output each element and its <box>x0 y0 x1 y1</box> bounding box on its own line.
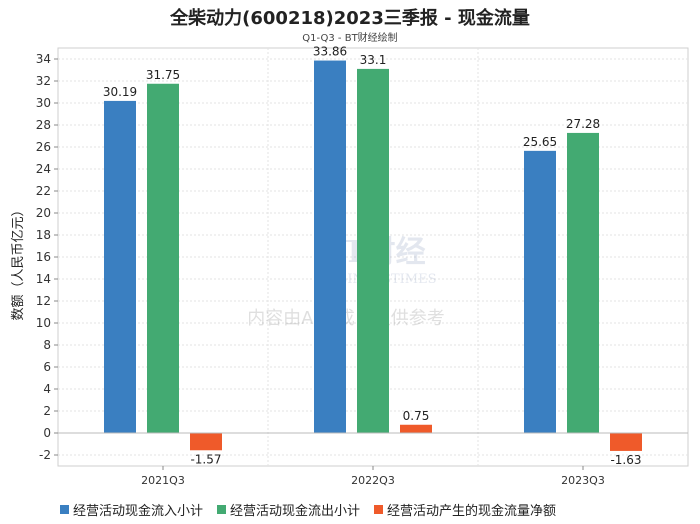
legend-label: 经营活动产生的现金流量净额 <box>387 504 557 519</box>
y-tick-label: 34 <box>36 52 51 66</box>
bar <box>104 100 136 433</box>
bar <box>610 433 642 451</box>
data-label: 33.1 <box>360 53 387 67</box>
chart-title: 全柴动力(600218)2023三季报 - 现金流量 <box>170 8 530 29</box>
x-tick-label: 2022Q3 <box>351 474 395 487</box>
bar <box>314 60 346 433</box>
legend-label: 经营活动现金流出小计 <box>230 504 361 519</box>
data-label: 30.19 <box>103 85 137 99</box>
data-label: -1.57 <box>190 452 221 466</box>
data-label: 25.65 <box>523 135 557 149</box>
legend-swatch <box>374 505 384 514</box>
y-tick-label: 18 <box>36 228 51 242</box>
y-tick-label: 2 <box>43 404 51 418</box>
y-tick-label: 26 <box>36 140 51 154</box>
bar <box>524 150 556 433</box>
chart-subtitle: Q1-Q3 - BT财经绘制 <box>302 33 398 44</box>
y-tick-label: 30 <box>36 96 51 110</box>
legend-item: 经营活动现金流入小计 <box>60 500 203 519</box>
y-tick-label: 24 <box>36 162 51 176</box>
data-label: -1.63 <box>610 453 641 467</box>
y-tick-label: -2 <box>39 448 51 462</box>
bar <box>190 433 222 451</box>
y-tick-label: 28 <box>36 118 51 132</box>
y-tick-label: 32 <box>36 74 51 88</box>
y-tick-label: 22 <box>36 184 51 198</box>
data-label: 31.75 <box>146 68 180 82</box>
y-tick-label: 0 <box>43 426 51 440</box>
legend-label: 经营活动现金流入小计 <box>73 504 204 519</box>
bar <box>400 424 432 433</box>
legend-swatch <box>217 505 227 514</box>
bar <box>567 132 599 434</box>
x-tick-label: 2023Q3 <box>561 474 605 487</box>
data-label: 27.28 <box>566 117 600 131</box>
data-label: 33.86 <box>313 45 347 59</box>
legend-item: 经营活动产生的现金流量净额 <box>374 500 556 519</box>
y-tick-label: 4 <box>43 382 51 396</box>
bar <box>147 83 179 433</box>
data-label: 0.75 <box>403 409 430 423</box>
y-tick-label: 10 <box>36 316 51 330</box>
y-tick-label: 6 <box>43 360 51 374</box>
bars-layer: 30.19 31.75 -1.57 33.86 33.1 0.75 25.65 27.28 -1… <box>103 45 642 467</box>
y-tick-label: 12 <box>36 294 51 308</box>
legend-item: 经营活动现金流出小计 <box>217 500 360 519</box>
bar <box>357 68 389 434</box>
y-tick-label: 20 <box>36 206 51 220</box>
legend: 经营活动现金流入小计 经营活动现金流出小计 经营活动产生的现金流量净额 <box>60 500 556 519</box>
y-axis-label: 数额（人民币亿元） <box>11 203 26 320</box>
y-tick-label: 8 <box>43 338 51 352</box>
legend-swatch <box>60 505 69 514</box>
y-tick-label: 14 <box>36 272 51 286</box>
x-tick-label: 2021Q3 <box>141 474 185 487</box>
y-tick-label: 16 <box>36 250 51 264</box>
